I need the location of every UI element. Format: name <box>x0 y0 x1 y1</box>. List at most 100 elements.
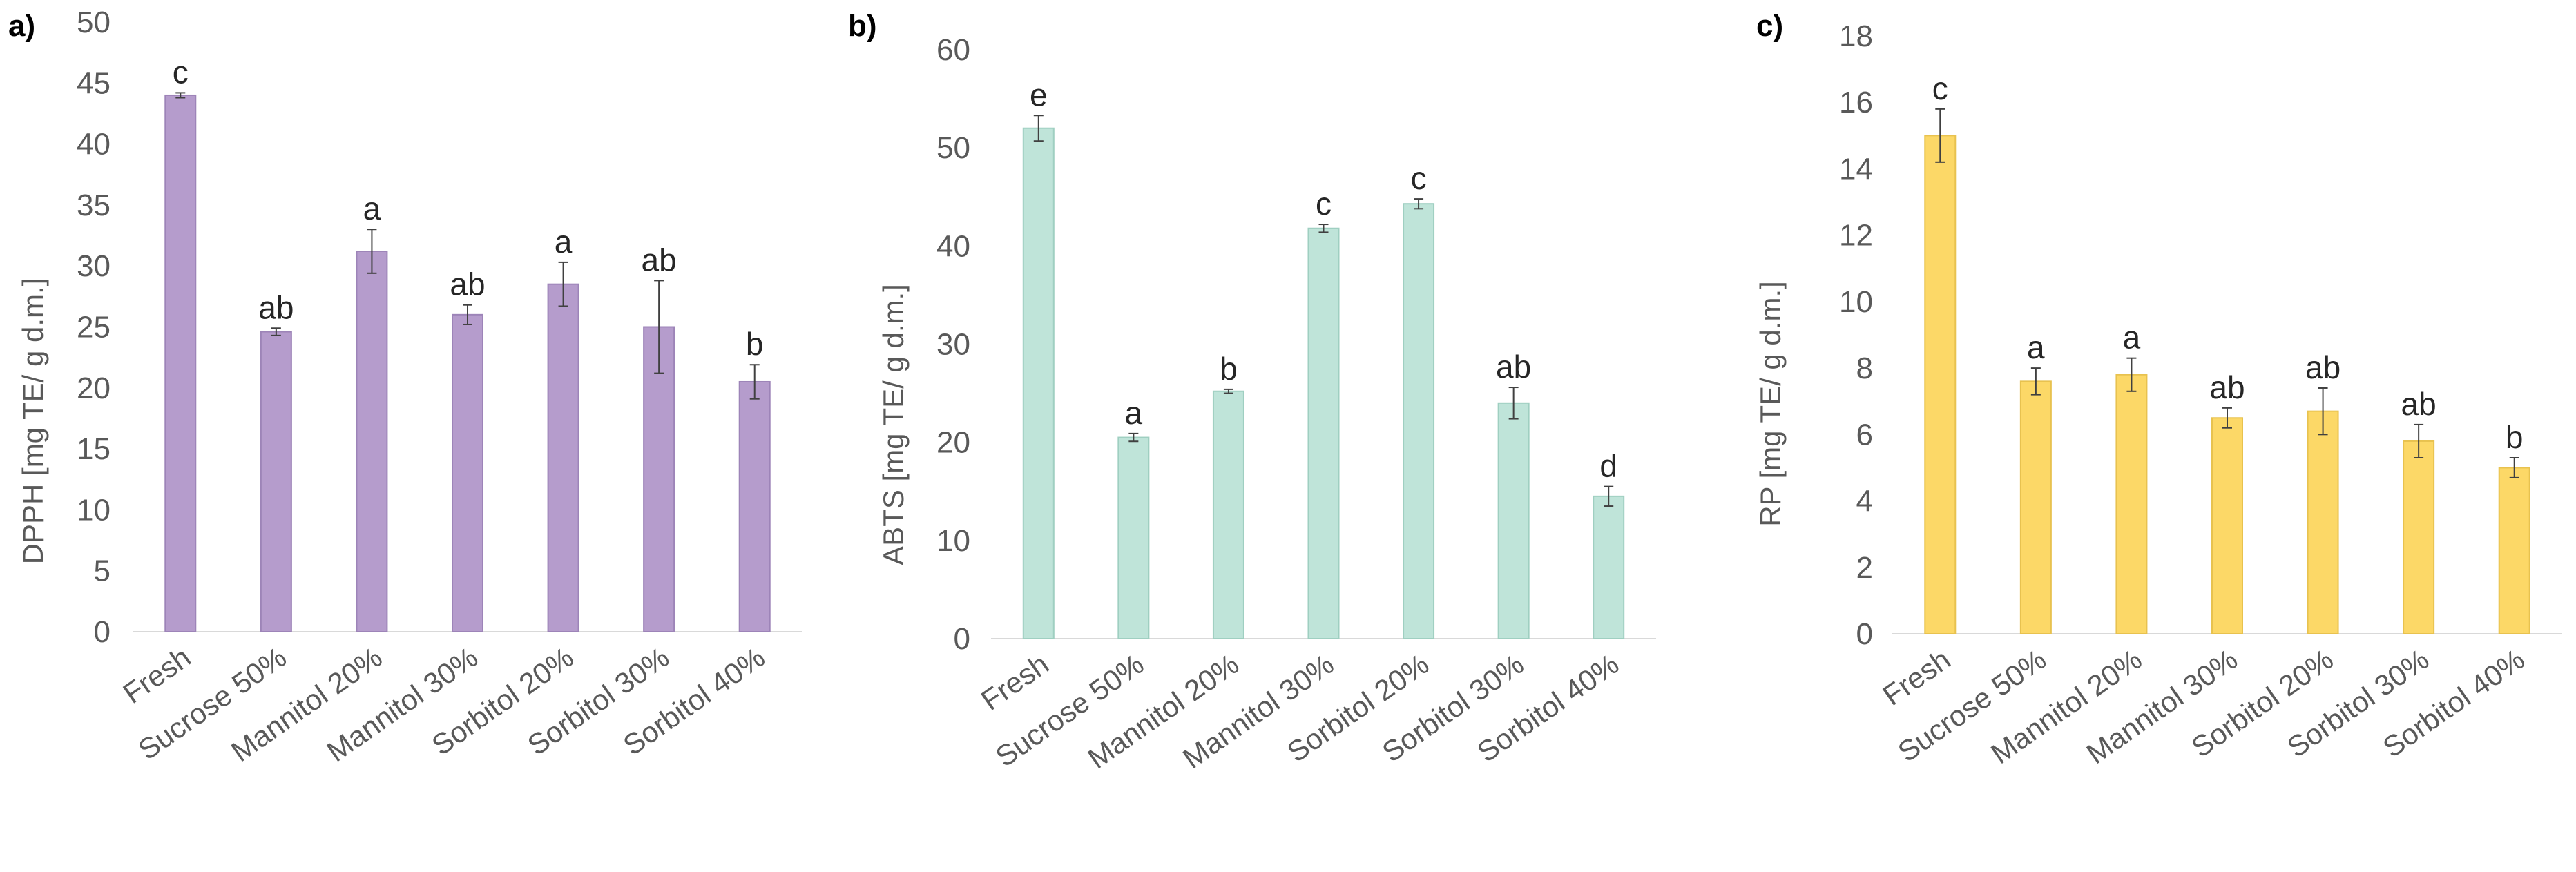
y-tick-label: 30 <box>936 328 970 362</box>
error-bar <box>2126 357 2137 392</box>
bar <box>260 331 292 632</box>
y-tick-label: 2 <box>1856 551 1873 585</box>
significance-label: a <box>555 224 573 260</box>
bar <box>2115 374 2148 634</box>
error-bar <box>175 92 186 99</box>
y-tick-label: 16 <box>1839 86 1873 119</box>
bar <box>1497 402 1530 639</box>
significance-label: a <box>2027 329 2045 365</box>
significance-label: ab <box>2401 386 2436 422</box>
bar <box>1593 495 1625 639</box>
error-bar <box>2509 457 2519 478</box>
significance-label: ab <box>450 267 485 302</box>
significance-label: a <box>1125 395 1143 431</box>
y-tick-label: 30 <box>77 249 110 283</box>
significance-label: c <box>173 54 189 90</box>
y-tick-label: 0 <box>954 622 970 656</box>
significance-label: b <box>2506 419 2524 455</box>
y-tick-label: 20 <box>77 371 110 405</box>
panel-label: b) <box>848 9 877 43</box>
significance-label: ab <box>258 289 294 325</box>
significance-label: c <box>1932 70 1948 106</box>
bar <box>2211 417 2243 634</box>
bar <box>1403 203 1435 639</box>
significance-label: d <box>1599 448 1617 484</box>
error-bar <box>1508 387 1519 420</box>
bar <box>1307 227 1340 639</box>
y-axis-title: DPPH [mg TE/ g d.m.] <box>17 278 49 565</box>
error-bar <box>2414 423 2424 459</box>
y-tick-label: 10 <box>77 493 110 527</box>
significance-label: ab <box>2209 369 2245 405</box>
chart-panel-a: a) DPPH [mg TE/ g d.m.] 0 5 10 15 20 25 30 35 40… <box>8 6 802 768</box>
bar <box>643 326 675 632</box>
bar <box>1924 135 1957 635</box>
error-bar <box>1414 198 1424 210</box>
y-tick-label: 40 <box>936 229 970 263</box>
bar <box>452 313 483 632</box>
significance-label: ab <box>1496 349 1531 385</box>
chart-panel-c: c) RP [mg TE/ g d.m.] 0 2 4 6 8 10 12 14 16 18 c a a… <box>1754 9 2562 770</box>
y-tick-label: 0 <box>1856 617 1873 651</box>
significance-label: c <box>1411 160 1427 196</box>
y-axis-title: RP [mg TE/ g d.m.] <box>1754 281 1787 527</box>
x-tick-label: Fresh <box>117 641 197 710</box>
y-tick-label: 10 <box>1839 285 1873 319</box>
error-bar <box>1033 115 1044 142</box>
error-bar <box>1318 224 1329 233</box>
x-tick-label: Fresh <box>975 648 1055 717</box>
error-bar <box>2222 407 2232 429</box>
y-tick-label: 12 <box>1839 219 1873 253</box>
error-bar <box>749 364 760 400</box>
y-axis-title: ABTS [mg TE/ g d.m.] <box>877 284 910 565</box>
y-tick-label: 0 <box>94 615 110 649</box>
significance-label: ab <box>2305 349 2340 385</box>
significance-label: b <box>746 326 764 362</box>
bar <box>1212 390 1244 639</box>
bar <box>547 283 579 632</box>
y-tick-label: 6 <box>1856 418 1873 452</box>
significance-label: a <box>363 191 381 226</box>
bar <box>1022 127 1055 639</box>
bar <box>1117 436 1150 640</box>
y-tick-label: 35 <box>77 188 110 222</box>
bar <box>738 380 771 632</box>
significance-label: e <box>1030 77 1048 113</box>
y-tick-label: 50 <box>936 131 970 165</box>
bar <box>164 94 197 632</box>
error-bar <box>1223 388 1233 394</box>
y-tick-label: 5 <box>94 554 110 588</box>
y-tick-label: 4 <box>1856 485 1873 519</box>
error-bar <box>2318 387 2328 436</box>
error-bar <box>463 304 472 325</box>
significance-label: c <box>1316 186 1332 222</box>
significance-label: a <box>2123 320 2141 356</box>
bar <box>356 251 388 632</box>
y-tick-label: 60 <box>936 33 970 67</box>
y-tick-label: 25 <box>77 311 110 345</box>
error-bar <box>2030 367 2041 396</box>
bar <box>2307 410 2339 635</box>
x-tick-label: Fresh <box>1877 643 1957 712</box>
error-bar <box>1935 108 1945 163</box>
error-bar <box>271 327 281 336</box>
bar <box>2019 380 2052 634</box>
error-bar <box>1128 432 1139 443</box>
y-tick-label: 8 <box>1856 351 1873 385</box>
error-bar <box>1604 485 1614 507</box>
y-tick-label: 45 <box>77 66 110 100</box>
error-bar <box>654 280 664 374</box>
bar <box>2403 440 2435 634</box>
y-tick-label: 20 <box>936 426 970 460</box>
y-tick-label: 18 <box>1839 19 1873 53</box>
chart-panel-b: b) ABTS [mg TE/ g d.m.] 0102030405060eab… <box>848 9 1656 775</box>
error-bar <box>367 229 377 274</box>
panel-label: c) <box>1756 9 1783 43</box>
significance-label: b <box>1220 351 1238 387</box>
bar <box>2498 467 2530 635</box>
y-tick-label: 14 <box>1839 152 1873 186</box>
significance-label: ab <box>642 242 677 278</box>
y-tick-label: 50 <box>77 6 110 39</box>
y-tick-label: 40 <box>77 128 110 162</box>
